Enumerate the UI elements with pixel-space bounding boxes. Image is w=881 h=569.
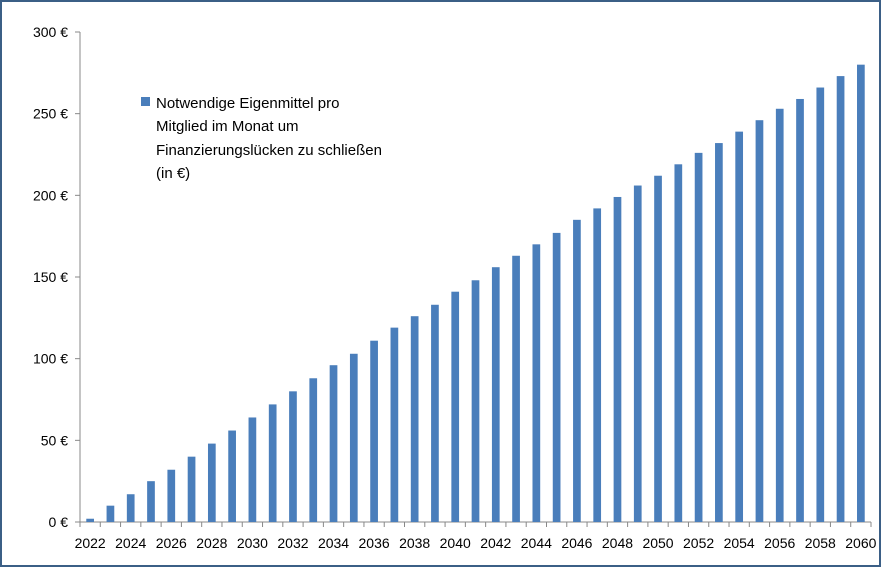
y-axis: 0 € 50 € 100 € 150 € 200 € 250 € 300 € <box>33 24 81 530</box>
bar-2032 <box>289 391 297 522</box>
y-tick-label: 150 € <box>33 269 68 285</box>
bar-2054 <box>735 131 744 522</box>
bar-2039 <box>431 304 439 522</box>
bar-2031 <box>268 404 277 522</box>
x-tick-label: 2048 <box>602 535 633 551</box>
bar-2056 <box>775 108 784 523</box>
bar-2047 <box>593 208 602 522</box>
bar-2022 <box>86 518 94 522</box>
y-tick-label: 50 € <box>41 432 68 448</box>
bar-2030 <box>248 417 257 522</box>
bar-2024 <box>126 494 135 522</box>
legend-line-1: Notwendige Eigenmittel pro <box>156 95 339 112</box>
x-axis: 2022 2024 2026 2028 2030 2032 2034 2036 2038 2040… <box>75 521 877 551</box>
bar-2050 <box>654 175 662 523</box>
bar-2028 <box>207 443 216 522</box>
bar-2042 <box>491 267 500 522</box>
bar-2059 <box>836 76 845 522</box>
y-tick-label: 200 € <box>33 187 68 203</box>
bar-2023 <box>106 505 115 522</box>
bar-2046 <box>573 219 581 522</box>
x-tick-label: 2024 <box>115 535 146 551</box>
bar-2044 <box>532 244 541 522</box>
x-tick-label: 2056 <box>764 535 795 551</box>
y-tick-label: 250 € <box>33 106 68 122</box>
x-tick-label: 2032 <box>277 535 308 551</box>
x-tick-label: 2050 <box>642 535 673 551</box>
bar-2043 <box>512 255 520 522</box>
legend-line-4: (in €) <box>156 165 190 182</box>
bar-2041 <box>471 280 480 522</box>
legend: Notwendige Eigenmittel pro Mitglied im M… <box>141 95 382 182</box>
bar-2038 <box>410 316 419 522</box>
bar-2034 <box>329 365 338 522</box>
bar-2053 <box>715 143 723 522</box>
legend-swatch <box>141 97 150 106</box>
y-tick-label: 0 € <box>49 514 69 530</box>
bar-2025 <box>147 481 155 522</box>
y-tick-label: 100 € <box>33 351 68 367</box>
bar-2033 <box>309 378 318 522</box>
bar-2049 <box>633 185 642 522</box>
y-tick-label: 300 € <box>33 24 68 40</box>
legend-line-2: Mitglied im Monat um <box>156 118 299 135</box>
bar-2026 <box>167 469 176 522</box>
bar-2045 <box>552 232 561 522</box>
x-tick-label: 2040 <box>440 535 471 551</box>
bar-2055 <box>755 120 764 522</box>
x-tick-label: 2054 <box>724 535 755 551</box>
bar-2035 <box>349 353 358 522</box>
x-tick-label: 2028 <box>196 535 227 551</box>
bar-2027 <box>187 456 196 522</box>
bar-2057 <box>796 98 804 522</box>
bar-2036 <box>370 340 378 522</box>
x-tick-label: 2026 <box>156 535 187 551</box>
x-tick-label: 2036 <box>359 535 390 551</box>
x-tick-label: 2042 <box>480 535 511 551</box>
bar-2037 <box>390 327 399 522</box>
x-tick-label: 2030 <box>237 535 268 551</box>
x-tick-label: 2060 <box>845 535 876 551</box>
bar-2051 <box>674 164 683 523</box>
x-tick-label: 2022 <box>75 535 106 551</box>
bars <box>86 64 865 523</box>
bar-2058 <box>816 87 825 522</box>
bar-2052 <box>694 152 703 522</box>
bar-2060 <box>857 64 865 523</box>
bar-2048 <box>613 196 622 522</box>
x-tick-label: 2052 <box>683 535 714 551</box>
x-tick-label: 2038 <box>399 535 430 551</box>
x-tick-label: 2058 <box>805 535 836 551</box>
x-tick-label: 2044 <box>521 535 552 551</box>
legend-line-3: Finanzierungslücken zu schließen <box>156 142 382 159</box>
x-tick-label: 2046 <box>561 535 592 551</box>
bar-2040 <box>451 291 460 522</box>
x-tick-label: 2034 <box>318 535 349 551</box>
bar-2029 <box>228 430 236 522</box>
